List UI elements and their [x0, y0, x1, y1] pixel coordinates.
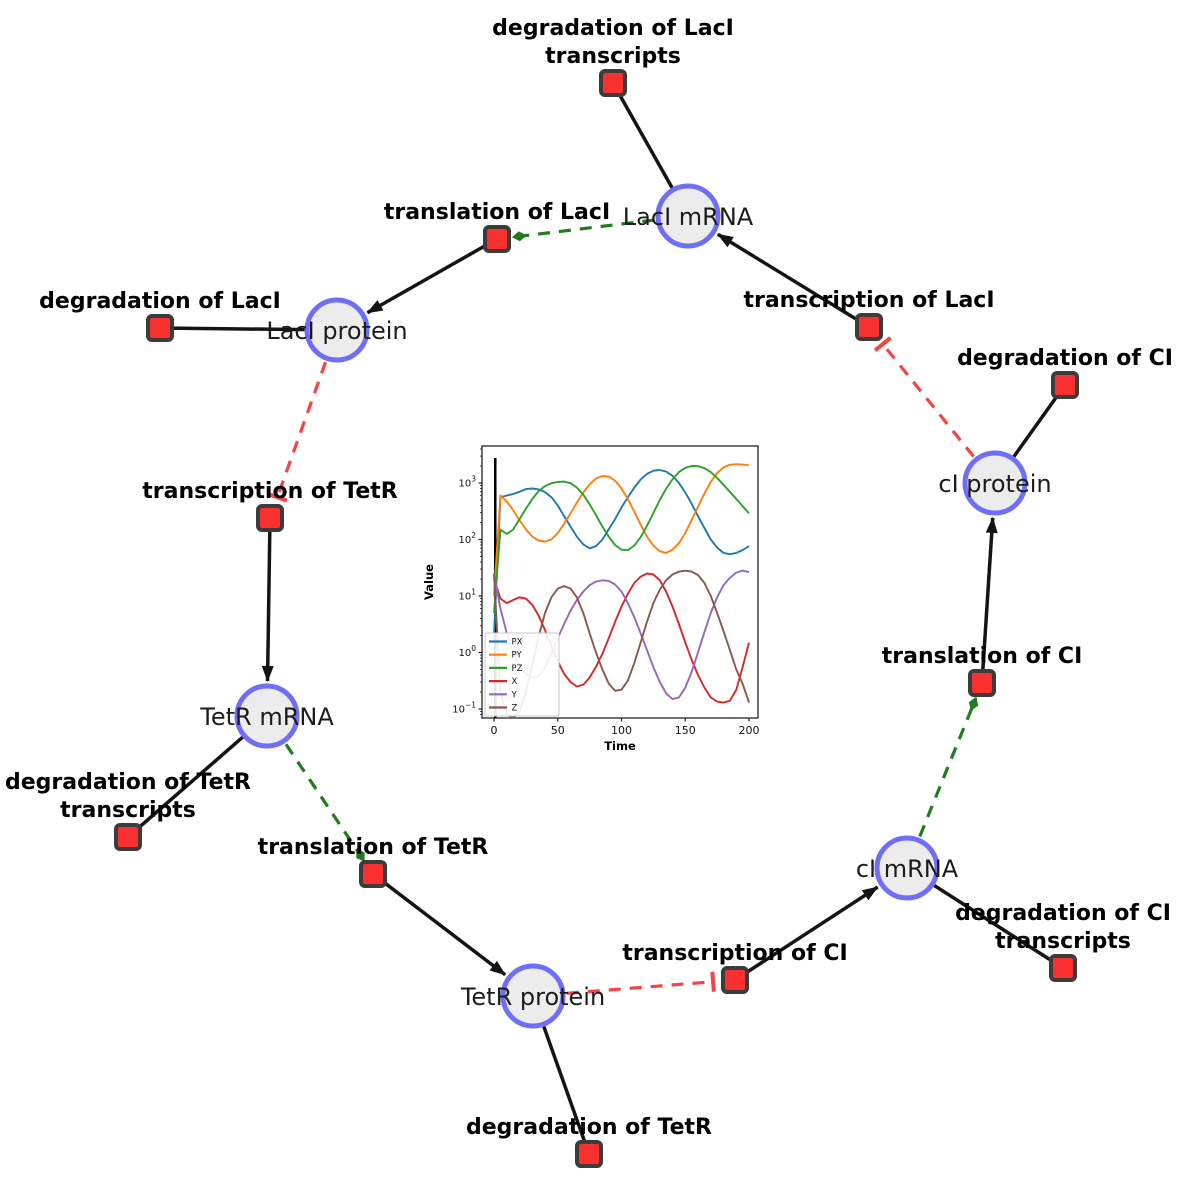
- reaction-node-deg-ci-transcripts[interactable]: [1049, 954, 1077, 982]
- edge-inhibitor-ci-protein-to-transcription-laci: [873, 336, 975, 458]
- edge-modifier-ci-mrna-to-translation-ci: [918, 696, 979, 838]
- reaction-label-translation-ci-line1: translation of CI: [882, 644, 1083, 669]
- plot-ticks: 0 50 100 150 200 103 102 101 100 10−1: [452, 448, 760, 737]
- reaction-node-transcription-laci[interactable]: [855, 313, 883, 341]
- reaction-node-deg-laci-transcripts[interactable]: [599, 69, 627, 97]
- edge-product-translation-laci-to-laci-protein: [366, 237, 498, 315]
- species-node-laci-mrna[interactable]: [655, 183, 721, 249]
- species-node-tetr-protein[interactable]: [500, 963, 566, 1029]
- reaction-label-deg-tetr-transcripts-line1: degradation of TetR: [5, 770, 251, 795]
- nodes-layer: [114, 69, 1079, 1168]
- y-axis-title: Value: [422, 564, 436, 600]
- simulation-plot: 0 50 100 150 200 103 102 101 100 10−1 PX PY PZ XYZ T…: [422, 445, 760, 753]
- reaction-label-translation-tetr-line1: translation of TetR: [258, 835, 489, 860]
- x-tick-label: 50: [551, 724, 565, 737]
- x-tick-label: 150: [675, 724, 696, 737]
- reaction-label-deg-tetr-line1: degradation of TetR: [466, 1115, 712, 1140]
- labels-layer: LacI mRNA LacI protein TetR mRNA TetR prote…: [5, 16, 1173, 1140]
- legend-label-X: X: [512, 677, 518, 687]
- reaction-node-deg-laci[interactable]: [146, 314, 174, 342]
- reaction-label-translation-laci-line1: translation of LacI: [384, 200, 610, 225]
- species-node-ci-mrna[interactable]: [874, 835, 940, 901]
- series-line-PY: [493, 463, 750, 597]
- y-tick-label: 100: [458, 644, 476, 659]
- reaction-label-transcription-tetr-line1: transcription of TetR: [142, 479, 398, 504]
- reaction-label-transcription-ci-line1: transcription of CI: [622, 941, 847, 966]
- x-tick-label: 100: [611, 724, 632, 737]
- reaction-node-transcription-ci[interactable]: [721, 966, 749, 994]
- edge-product-translation-tetr-to-tetr-protein: [371, 872, 507, 977]
- x-tick-label: 0: [491, 724, 498, 737]
- reaction-label-deg-ci-transcripts-line1: degradation of CI: [955, 901, 1171, 926]
- edge-product-transcription-laci-to-laci-mrna: [716, 232, 870, 329]
- reaction-node-translation-ci[interactable]: [968, 669, 996, 697]
- legend-label-PZ: PZ: [512, 664, 523, 674]
- edge-inhibitor-tetr-protein-to-transcription-ci: [566, 971, 716, 995]
- reaction-label-deg-tetr-transcripts-line2: transcripts: [60, 798, 196, 823]
- reaction-node-translation-laci[interactable]: [483, 225, 511, 253]
- edge-product-transcription-tetr-to-tetr-mrna: [261, 517, 274, 683]
- reaction-label-deg-ci-line1: degradation of CI: [957, 346, 1173, 371]
- species-label-laci-protein: LacI protein: [266, 317, 407, 345]
- plot-axis-labels: Time Value: [422, 564, 636, 753]
- edge-product-transcription-ci-to-ci-mrna: [734, 885, 879, 982]
- legend-label-PY: PY: [512, 651, 523, 661]
- y-tick-label: 101: [458, 588, 476, 603]
- reaction-node-deg-tetr[interactable]: [575, 1140, 603, 1168]
- reaction-label-deg-laci-transcripts-line2: transcripts: [545, 44, 681, 69]
- y-tick-label: 102: [458, 531, 476, 546]
- edge-modifier-tetr-mrna-to-translation-tetr: [284, 743, 366, 862]
- species-label-laci-mrna: LacI mRNA: [623, 203, 754, 231]
- series-line-PX: [493, 469, 750, 636]
- species-label-tetr-mrna: TetR mRNA: [199, 703, 334, 731]
- reaction-node-deg-ci[interactable]: [1051, 371, 1079, 399]
- species-node-laci-protein[interactable]: [304, 297, 370, 363]
- series-line-PZ: [493, 465, 750, 614]
- x-axis-title: Time: [604, 739, 636, 753]
- legend-label-PX: PX: [512, 638, 523, 648]
- edge-product-translation-ci-to-ci-protein: [980, 516, 998, 684]
- reaction-label-transcription-laci-line1: transcription of LacI: [743, 288, 994, 313]
- reaction-label-deg-ci-transcripts-line2: transcripts: [995, 929, 1131, 954]
- reaction-label-deg-laci-line1: degradation of LacI: [39, 289, 281, 314]
- species-label-tetr-protein: TetR protein: [460, 983, 605, 1011]
- species-node-ci-protein[interactable]: [962, 450, 1028, 516]
- reaction-label-deg-laci-transcripts-line1: degradation of LacI: [492, 16, 734, 41]
- species-label-ci-mrna: cI mRNA: [856, 855, 959, 883]
- series-line-X: [493, 572, 750, 704]
- edge-modifier-laci-mrna-to-translation-laci: [511, 218, 655, 242]
- reaction-node-deg-tetr-transcripts[interactable]: [114, 823, 142, 851]
- y-tick-label: 10−1: [452, 701, 476, 716]
- legend-label-Y: Y: [511, 690, 518, 700]
- edge-inhibitor-laci-protein-to-transcription-tetr: [267, 361, 328, 503]
- legend-label-Z: Z: [512, 704, 518, 714]
- plot-legend: PX PY PZ XYZ: [484, 632, 560, 717]
- y-tick-label: 103: [458, 475, 476, 490]
- species-label-ci-protein: cI protein: [938, 470, 1051, 498]
- species-node-tetr-mrna[interactable]: [234, 683, 300, 749]
- x-tick-label: 200: [739, 724, 760, 737]
- reaction-node-transcription-tetr[interactable]: [256, 504, 284, 532]
- reaction-node-translation-tetr[interactable]: [359, 860, 387, 888]
